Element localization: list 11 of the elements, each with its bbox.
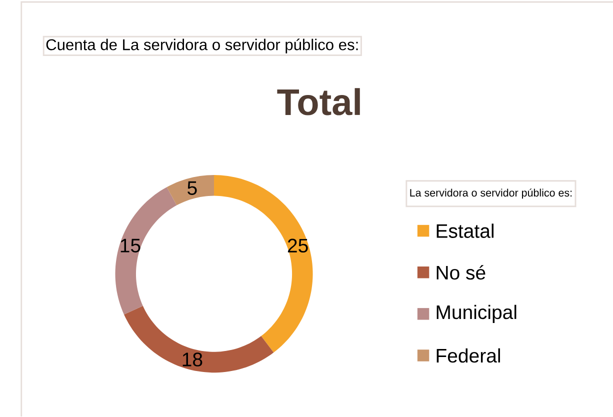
legend-label: Municipal: [436, 305, 516, 324]
data-label: 25: [288, 238, 308, 253]
legend-label: No sé: [436, 265, 486, 280]
legend-title: La servidora o servidor público es:: [410, 188, 572, 199]
data-label: 15: [120, 239, 140, 253]
data-label: 5: [188, 182, 197, 196]
data-label: 18: [182, 352, 202, 367]
legend-label: Estatal: [436, 224, 494, 238]
chart-title: Total: [277, 88, 360, 116]
text: Cuenta de La servidora o servidor público es:: [46, 38, 358, 54]
legend-label: Federal: [436, 348, 500, 363]
